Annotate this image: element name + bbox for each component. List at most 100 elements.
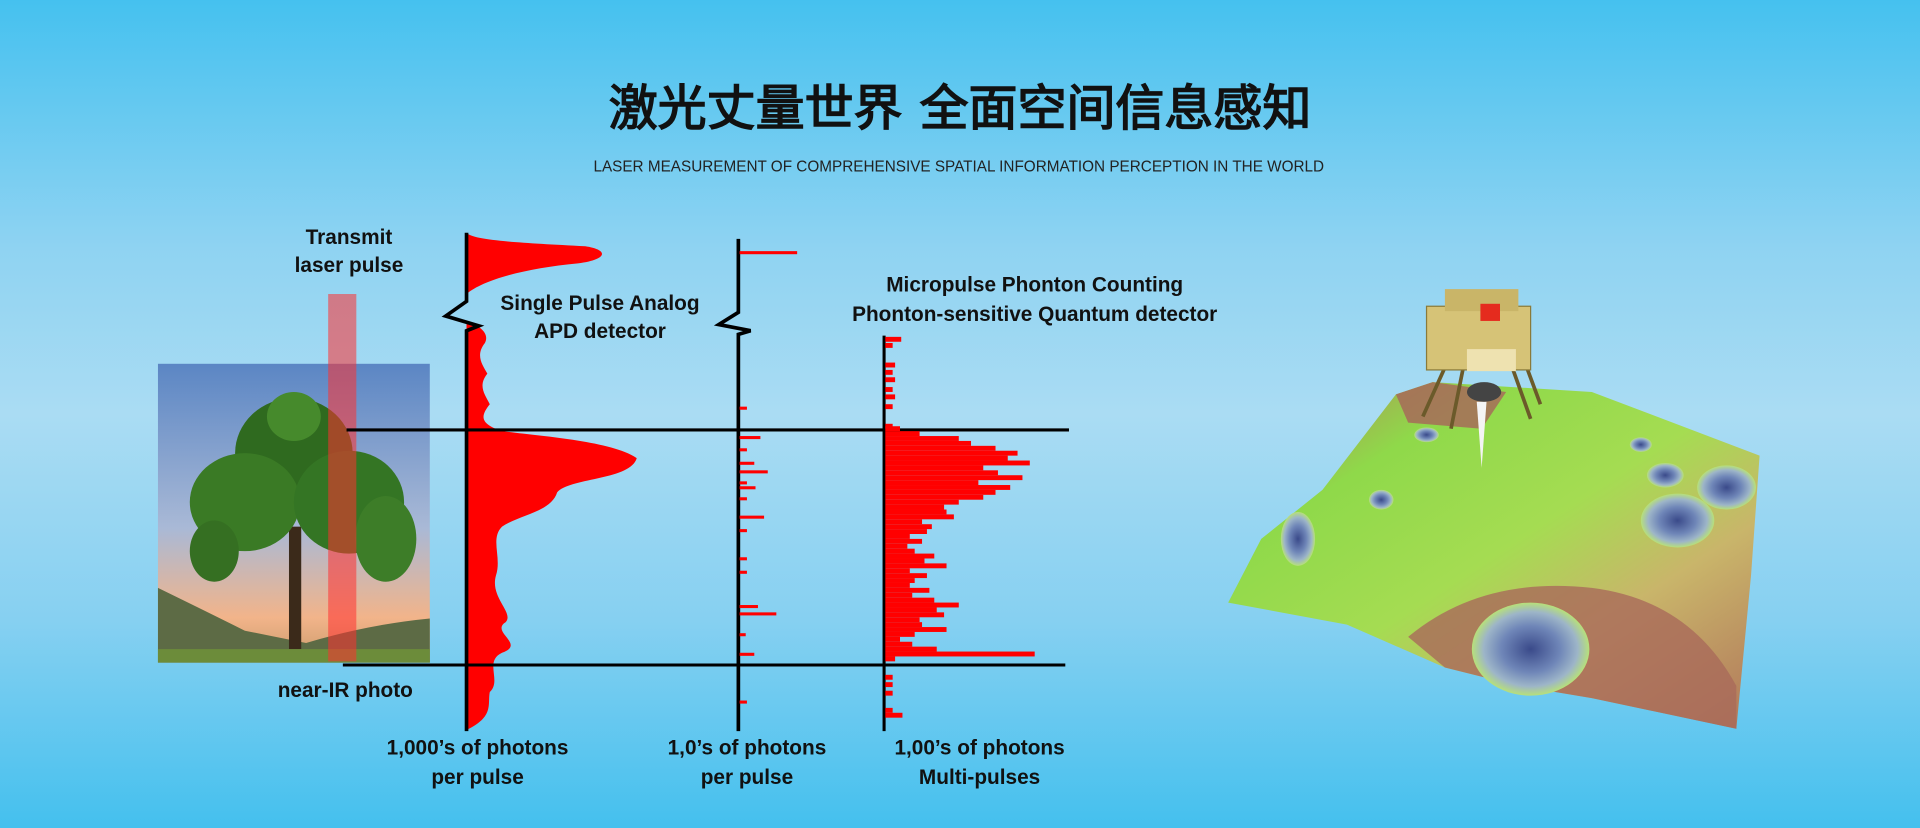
photon-bar <box>739 652 755 656</box>
photon-bar <box>885 485 1011 490</box>
photon-bar <box>739 406 747 410</box>
photon-bar <box>885 514 954 520</box>
photon-bar <box>885 568 910 574</box>
photon-bar <box>739 497 747 501</box>
photon-bar <box>885 426 900 432</box>
photon-bar <box>739 570 747 574</box>
photon-bar <box>885 651 1035 657</box>
page-title: 激光丈量世界 全面空间信息感知 <box>609 80 1312 137</box>
photon-bar <box>885 342 893 348</box>
photon-bar <box>885 394 896 400</box>
photon-bar <box>885 563 947 569</box>
photon-bar <box>885 607 937 613</box>
photon-bar <box>885 573 927 579</box>
photon-bar <box>885 465 984 471</box>
photon-bar <box>885 431 920 437</box>
micropulse-label-line1: Micropulse Phonton Counting <box>886 274 1183 297</box>
analog-return-top-peak <box>466 232 603 294</box>
photon-bar <box>885 489 996 495</box>
photon-bar <box>885 543 908 549</box>
multi-pulse-histogram <box>885 336 1035 718</box>
analog-label-line1: Single Pulse Analog <box>500 292 699 315</box>
photon-bar <box>885 712 903 718</box>
laser-beam <box>328 294 357 662</box>
page-subtitle: LASER MEASUREMENT OF COMPREHENSIVE SPATI… <box>593 159 1324 176</box>
photon-bar <box>739 557 747 561</box>
photon-bar <box>885 631 915 637</box>
photon-bar <box>885 529 927 534</box>
photon-bar <box>885 387 893 392</box>
photon-bar <box>739 251 798 255</box>
analog-axis <box>441 232 485 732</box>
photon-bar <box>885 377 896 383</box>
photon-bar <box>885 646 937 652</box>
axis3-label-line2: Multi-pulses <box>919 766 1040 789</box>
photon-bar <box>885 582 910 588</box>
single-photon-axis <box>713 238 752 732</box>
photon-bar <box>885 597 935 603</box>
axis2-label-line2: per pulse <box>701 766 793 789</box>
photon-bar <box>885 636 900 642</box>
photon-bar <box>885 436 959 441</box>
transmit-label-line1: Transmit <box>306 226 393 249</box>
photon-bar <box>885 553 935 559</box>
photon-bar <box>885 369 893 375</box>
photon-bar <box>739 529 747 533</box>
photon-bar <box>739 515 765 519</box>
photon-bar <box>885 617 920 623</box>
photon-bar <box>885 519 923 525</box>
photon-bar <box>739 700 747 704</box>
photon-bar <box>885 450 1018 456</box>
photon-bar <box>739 481 747 485</box>
photon-bar <box>885 524 932 530</box>
photon-bar <box>885 445 996 451</box>
photon-bar <box>885 690 893 696</box>
photon-bar <box>739 486 756 490</box>
photon-bar <box>885 548 915 554</box>
photon-bar <box>739 436 761 440</box>
photon-bar <box>885 475 1023 481</box>
photon-bar <box>885 509 947 515</box>
photon-bar <box>885 592 913 598</box>
photon-bar <box>885 362 896 368</box>
axis1-label-line1: 1,000’s of photons <box>387 736 569 759</box>
photon-bar <box>885 480 979 486</box>
analog-return-waveform <box>466 320 637 730</box>
axis1-label-line2: per pulse <box>431 766 523 789</box>
single-photon-returns <box>739 251 798 704</box>
photon-bar <box>885 534 910 539</box>
photon-bar <box>885 504 945 510</box>
photon-bar <box>885 641 913 647</box>
axis3-label-line1: 1,00’s of photons <box>894 736 1064 759</box>
photon-bar <box>885 578 915 583</box>
photon-bar <box>885 587 930 593</box>
analog-label-line2: APD detector <box>534 320 666 343</box>
photon-bar <box>739 448 747 452</box>
photon-bar <box>885 440 972 446</box>
photon-bar <box>885 602 959 608</box>
lunar-lander <box>1421 289 1543 468</box>
axis2-label-line1: 1,0’s of photons <box>668 736 827 759</box>
photon-bar <box>739 470 768 474</box>
photon-bar <box>885 707 893 713</box>
photon-bar <box>885 494 984 500</box>
photon-bar <box>885 455 1008 461</box>
transmit-label-line2: laser pulse <box>295 254 404 277</box>
photon-bar <box>885 682 893 688</box>
photon-bar <box>885 627 947 632</box>
lunar-terrain-map <box>1228 382 1760 729</box>
photon-bar <box>885 499 959 505</box>
photo-label: near-IR photo <box>278 679 413 702</box>
photon-bar <box>885 612 945 618</box>
photon-bar <box>885 656 896 662</box>
photon-bar <box>885 558 925 564</box>
micropulse-label-line2: Phonton-sensitive Quantum detector <box>852 303 1217 326</box>
photon-bar <box>739 612 777 616</box>
photon-bar <box>885 674 893 680</box>
photon-bar <box>885 470 998 476</box>
photon-bar <box>739 633 746 637</box>
photon-bar <box>885 404 893 410</box>
photon-bar <box>739 605 758 609</box>
photon-bar <box>739 461 755 465</box>
